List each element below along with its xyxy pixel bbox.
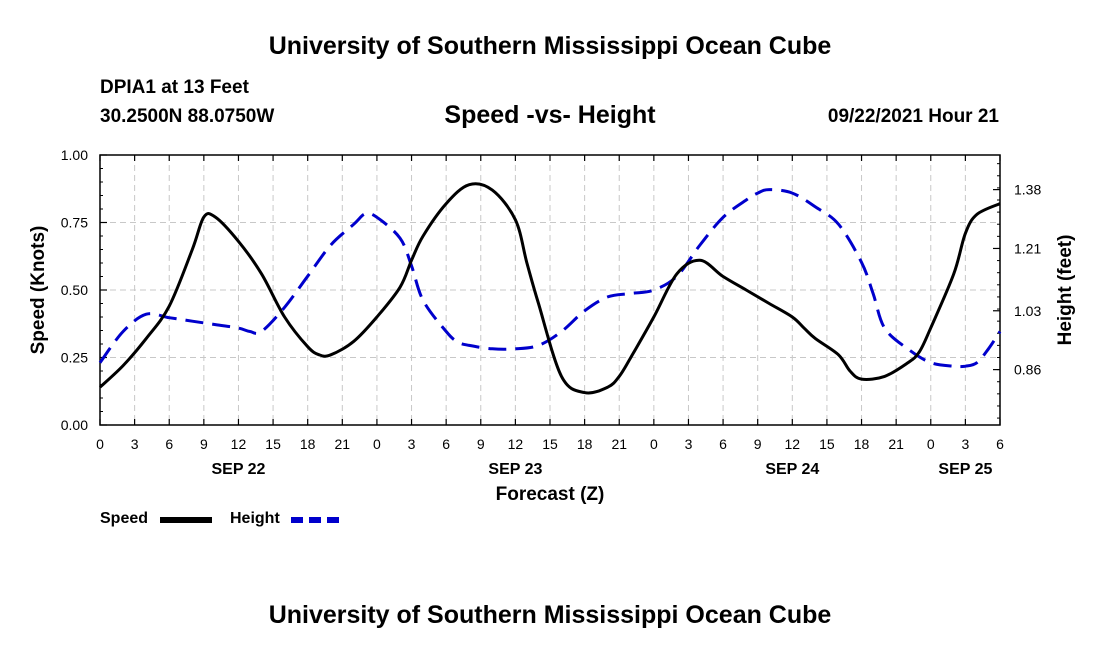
x-tick-label: 9 xyxy=(200,436,208,452)
x-tick-label: 12 xyxy=(508,436,524,452)
x-tick-label: 6 xyxy=(996,436,1004,452)
footer-title: University of Southern Mississippi Ocean… xyxy=(268,601,832,629)
station-name: DPIA1 at 13 Feet xyxy=(100,77,249,98)
y-axis-title: Speed (Knots) xyxy=(28,226,49,355)
y-tick-label: 1.00 xyxy=(61,147,88,163)
x-tick-label: 3 xyxy=(408,436,416,452)
chart-title: Speed -vs- Height xyxy=(444,101,656,129)
grid-lines xyxy=(100,155,1000,425)
x-tick-label: 18 xyxy=(300,436,316,452)
x-tick-label: 21 xyxy=(611,436,627,452)
x-tick-label: 12 xyxy=(785,436,801,452)
x-tick-label: 6 xyxy=(719,436,727,452)
x-tick-label: 0 xyxy=(373,436,381,452)
y2-tick-label: 1.03 xyxy=(1014,303,1041,319)
x-tick-label: 15 xyxy=(265,436,281,452)
chart-axes xyxy=(99,154,1001,426)
x-date-label: SEP 23 xyxy=(488,461,542,478)
x-tick-label: 3 xyxy=(685,436,693,452)
y2-tick-label: 1.38 xyxy=(1014,182,1041,198)
x-tick-label: 12 xyxy=(231,436,247,452)
x-tick-label: 0 xyxy=(650,436,658,452)
x-tick-label: 0 xyxy=(96,436,104,452)
x-tick-label: 18 xyxy=(854,436,870,452)
x-tick-label: 0 xyxy=(927,436,935,452)
speed-series-line xyxy=(98,182,1001,395)
x-tick-label: 21 xyxy=(335,436,351,452)
x-axis-title: Forecast (Z) xyxy=(496,484,605,505)
y2-tick-label: 1.21 xyxy=(1014,240,1041,256)
station-coordinates: 30.2500N 88.0750W xyxy=(100,106,275,127)
y2-axis-title: Height (feet) xyxy=(1055,235,1076,346)
x-tick-label: 18 xyxy=(577,436,593,452)
x-tick-label: 6 xyxy=(442,436,450,452)
series-lines xyxy=(98,182,1002,395)
x-tick-label: 15 xyxy=(819,436,835,452)
x-tick-label: 3 xyxy=(961,436,969,452)
x-tick-label: 3 xyxy=(131,436,139,452)
y-tick-label: 0.50 xyxy=(61,282,88,298)
axis-labels: 0 3 6 9 12 15 18 21 0 3 6 9 12 15 18 21 0 3 6 9 12 15 18 21 0 3 6 0… xyxy=(28,147,1076,505)
y-tick-label: 0.25 xyxy=(61,350,88,366)
forecast-datetime: 09/22/2021 Hour 21 xyxy=(827,106,999,127)
x-tick-label: 15 xyxy=(542,436,558,452)
x-tick-label: 9 xyxy=(477,436,485,452)
x-tick-label: 21 xyxy=(888,436,904,452)
x-date-label: SEP 24 xyxy=(765,461,819,478)
x-date-label: SEP 25 xyxy=(938,461,992,478)
page-title: University of Southern Mississippi Ocean… xyxy=(268,32,832,60)
y2-tick-label: 0.86 xyxy=(1014,362,1041,378)
y-tick-label: 0.75 xyxy=(61,215,88,231)
x-date-label: SEP 22 xyxy=(211,461,265,478)
legend-height-label: Height xyxy=(230,510,280,527)
x-tick-label: 9 xyxy=(754,436,762,452)
y-tick-label: 0.00 xyxy=(61,417,88,433)
x-tick-label: 6 xyxy=(165,436,173,452)
legend-speed-label: Speed xyxy=(100,510,149,527)
